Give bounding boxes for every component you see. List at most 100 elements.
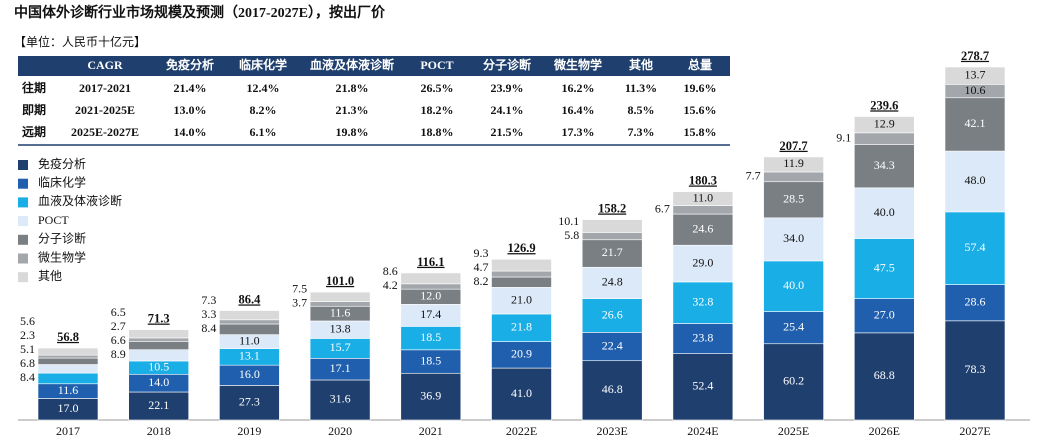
bar-segment	[491, 270, 552, 278]
bar-segment	[672, 205, 734, 215]
segment-label: 18.5	[420, 353, 441, 367]
bar-segment	[944, 211, 1006, 285]
segment-label: 8.4	[20, 370, 35, 384]
segment-label: 11.6	[58, 383, 79, 397]
bar-segment	[672, 191, 734, 206]
total-label: 239.6	[870, 98, 898, 112]
segment-label: 8.6	[383, 264, 398, 278]
segment-label: 28.5	[783, 192, 804, 206]
segment-label: 28.6	[965, 294, 986, 308]
table-header: 总量	[688, 57, 712, 72]
segment-label: 31.6	[330, 392, 351, 406]
segment-label: 9.1	[836, 130, 851, 144]
total-label: 86.4	[238, 292, 261, 306]
segment-label: 6.7	[655, 202, 670, 216]
table-cell: 15.6%	[684, 103, 717, 117]
segment-label: 40.0	[874, 205, 895, 219]
legend-swatch	[18, 178, 28, 189]
x-tick-label: 2017	[56, 424, 80, 438]
segment-label: 4.7	[474, 260, 489, 274]
bar-segment	[763, 343, 824, 421]
table-cell: 21.5%	[491, 125, 524, 139]
bar-segment	[491, 313, 552, 342]
x-tick-label: 2023E	[597, 424, 628, 438]
segment-label: 6.6	[111, 333, 126, 347]
segment-label: 52.4	[692, 379, 713, 393]
bar-segment	[763, 217, 824, 262]
bar-segment	[853, 238, 915, 299]
x-tick-label: 2022E	[506, 424, 537, 438]
bar-segment	[219, 310, 280, 321]
legend-label: 其他	[38, 269, 62, 283]
bar-segment	[944, 66, 1006, 85]
bar-segment	[309, 291, 371, 302]
segment-label: 13.1	[239, 349, 260, 363]
segment-label: 3.7	[292, 296, 307, 310]
segment-label: 57.4	[965, 240, 986, 254]
bar-segment	[37, 347, 99, 356]
table-cell: 12.4%	[247, 81, 280, 95]
segment-label: 6.5	[111, 305, 126, 319]
segment-label: 10.5	[148, 359, 169, 373]
table-header: 分子诊断	[483, 57, 531, 72]
bar-segment	[853, 132, 915, 145]
row-period: 2021-2025E	[75, 103, 135, 117]
segment-label: 40.0	[783, 278, 804, 292]
table-header: 临床化学	[239, 57, 287, 72]
segment-label: 2.7	[111, 319, 126, 333]
segment-label: 60.2	[783, 374, 804, 388]
table-cell: 21.8%	[336, 81, 369, 95]
segment-label: 21.0	[511, 292, 532, 306]
total-label: 207.7	[780, 139, 808, 153]
bar-segment	[853, 332, 915, 421]
row-period: 2017-2021	[79, 81, 131, 95]
table-cell: 11.3%	[625, 81, 657, 95]
bar-segment	[672, 281, 734, 324]
table-cell: 21.4%	[174, 81, 207, 95]
unit-label: 【单位：人民币十亿元】	[14, 34, 146, 49]
bar-segment	[491, 276, 552, 288]
table-cell: 7.3%	[628, 125, 655, 139]
bar-segment	[400, 283, 462, 290]
x-tick-label: 2018	[147, 424, 171, 438]
segment-label: 11.6	[330, 305, 351, 319]
bar-segment	[400, 372, 462, 421]
table-cell: 19.6%	[684, 81, 717, 95]
total-label: 116.1	[417, 255, 444, 269]
bar-segment	[581, 219, 643, 233]
legend-label: POCT	[38, 213, 69, 227]
table-cell: 6.1%	[250, 125, 277, 139]
bar-segment	[128, 341, 189, 350]
legend-swatch	[18, 272, 28, 283]
bar-segment	[491, 287, 552, 315]
segment-label: 12.9	[874, 116, 895, 130]
segment-label: 23.8	[692, 330, 713, 344]
legend-swatch	[18, 160, 28, 170]
segment-label: 29.0	[692, 255, 713, 269]
bar-segment	[400, 272, 462, 285]
bar-segment	[37, 357, 99, 365]
x-tick-label: 2019	[237, 424, 261, 438]
table-cell: 13.0%	[174, 103, 207, 117]
legend-swatch	[18, 234, 28, 245]
bar-segment	[672, 213, 734, 246]
table-cell: 18.2%	[421, 103, 454, 117]
segment-label: 17.0	[58, 401, 79, 415]
x-tick-label: 2024E	[687, 424, 718, 438]
total-label: 101.0	[326, 274, 354, 288]
row-period: 2025E-2027E	[71, 125, 139, 139]
legend-label: 微生物学	[38, 249, 86, 264]
segment-label: 8.9	[111, 347, 126, 361]
segment-label: 78.3	[965, 362, 986, 376]
bar-segment	[581, 360, 643, 421]
bar-segment	[128, 349, 189, 362]
bar-segment	[309, 301, 371, 307]
segment-label: 32.8	[692, 294, 713, 308]
bar-segment	[491, 367, 552, 421]
segment-label: 36.9	[420, 388, 441, 402]
segment-label: 17.4	[420, 307, 441, 321]
segment-label: 7.5	[292, 282, 307, 296]
segment-label: 48.0	[965, 173, 986, 187]
table-cell: 14.0%	[174, 125, 207, 139]
segment-label: 6.8	[20, 356, 35, 370]
